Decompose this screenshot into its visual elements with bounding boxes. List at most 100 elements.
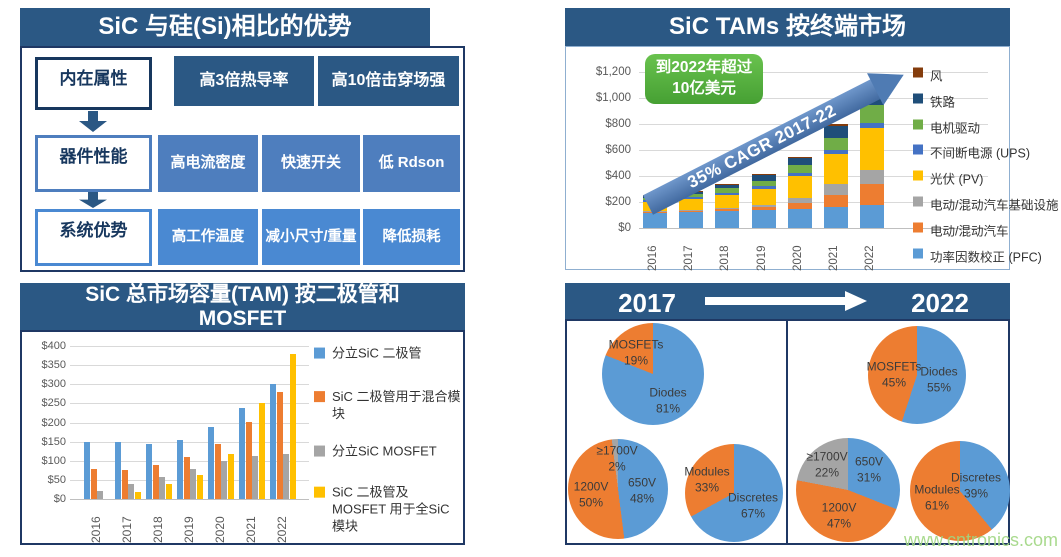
grid-line [639, 72, 988, 73]
bar-segment [715, 194, 740, 209]
bar-segment [787, 172, 812, 176]
pie-package_split-2022 [910, 441, 1010, 541]
advantage-box: 高工作温度 [158, 209, 258, 265]
x-tick-label: 2021 [244, 516, 258, 543]
bar [258, 403, 265, 499]
y-tick-label: $300 [41, 378, 66, 391]
bar [190, 469, 196, 499]
pie-slice-label: Diodes 55% [920, 364, 958, 394]
bar [84, 442, 90, 499]
bar-segment [787, 203, 812, 209]
bar-segment [787, 165, 812, 173]
pie-slice-label: ≥1700V 22% [806, 449, 848, 479]
legend-label: 功率因数校正 (PFC) [930, 250, 1042, 265]
bar-segment [824, 138, 848, 151]
bar-segment [860, 204, 885, 228]
bar [159, 476, 165, 499]
pie-package_split-2017 [685, 444, 783, 542]
legend-item: 分立SiC MOSFET [314, 444, 462, 461]
bar-segment [715, 183, 740, 185]
tam-device-chart: $0 $50 $100 $150 $200 $250 $300 $350 $400 2016 201… [20, 330, 465, 545]
bar-segment [787, 175, 812, 199]
legend-swatch [913, 248, 923, 259]
pie-slice-label: ≥1700V 2% [596, 443, 638, 473]
legend-label: 铁路 [930, 95, 956, 110]
legend-item: 电动/混动汽车基础设施 [913, 195, 1058, 214]
bar-segment [824, 207, 848, 228]
bar-segment [751, 207, 776, 211]
grid-line [70, 441, 309, 443]
bar [270, 384, 276, 499]
bar-segment [824, 153, 848, 184]
grid-line [70, 479, 309, 481]
pie-slice-label: 1200V 47% [821, 500, 857, 530]
legend-swatch [314, 445, 325, 457]
legend-label: 分立SiC 二极管 [332, 345, 422, 361]
bar-segment [679, 211, 704, 228]
x-tick-label: 2019 [755, 245, 768, 271]
bar-segment [751, 188, 776, 206]
y-tick-label: $100 [41, 454, 66, 467]
bar [208, 427, 214, 499]
legend-swatch [913, 144, 923, 155]
y-tick-label: $600 [605, 144, 631, 156]
bar [121, 470, 128, 499]
bar-segment [715, 211, 740, 228]
legend-label: 风 [930, 69, 943, 84]
bar [196, 475, 203, 499]
bar [283, 453, 289, 499]
legend-label: 光伏 (PV) [930, 172, 984, 187]
pie-slice-label: MOSFETs 45% [866, 359, 922, 389]
bar-segment [643, 212, 667, 228]
bar-segment [824, 194, 848, 208]
grid-line [70, 403, 309, 405]
bar-segment [787, 208, 812, 228]
bar-segment [751, 174, 776, 176]
bar-segment [715, 208, 740, 210]
legend-swatch [913, 67, 923, 78]
legend-label: SiC 二极管用于混合模块 [332, 389, 461, 421]
advantages-diagram: 内在属性 高3倍热导率 高10倍击穿场强 器件性能 高电流密度 快速开关低 Rdson 系统… [20, 46, 465, 272]
bar [128, 484, 134, 499]
x-tick-label: 2017 [120, 516, 134, 543]
legend-swatch [913, 196, 923, 207]
legend-swatch [314, 391, 325, 403]
advantages-title-text: SiC 与硅(Si)相比的优势 [98, 12, 352, 40]
bar-segment [679, 209, 704, 211]
tam-device-title-line1: SiC 总市场容量(TAM) 按二极管和 [85, 282, 400, 306]
advantage-box: 高电流密度 [158, 135, 258, 192]
bar-segment [860, 123, 885, 129]
pie-slice-label: Discretes 39% [950, 470, 1002, 500]
y-tick-label: $400 [605, 170, 631, 182]
y-tick-label: $1,200 [595, 66, 631, 78]
x-tick-label: 2019 [182, 516, 196, 543]
right-arrow-shaft-icon [705, 297, 845, 305]
bar-segment [787, 198, 812, 204]
tam-device-panel-title: SiC 总市场容量(TAM) 按二极管和 MOSFET [20, 283, 465, 330]
x-tick-label: 2022 [275, 516, 289, 543]
y-tick-label: $200 [605, 196, 631, 208]
x-tick-label: 2016 [89, 516, 103, 543]
bar [97, 491, 103, 499]
bar [214, 443, 221, 499]
tam-market-title-text: SiC TAMs 按终端市场 [669, 12, 906, 40]
pie-charts-layer: Diodes 81% MOSFETs 19% 650V 48% 1200V 50% ≥1700V… [565, 283, 1010, 545]
grid-line [639, 228, 988, 229]
bar-segment [824, 183, 848, 195]
pie-voltage_split-2017 [568, 439, 668, 539]
pie-slice-label: Modules 61% [914, 482, 960, 512]
bar-segment [787, 156, 812, 159]
bar-segment [751, 175, 776, 181]
bar-segment [751, 210, 776, 228]
pie-device_split-2022 [868, 326, 966, 424]
down-arrow-icon [79, 111, 107, 132]
grid-line [639, 150, 988, 151]
bar [134, 492, 141, 499]
bar [221, 460, 227, 499]
bar-segment [824, 124, 848, 126]
y-tick-label: $350 [41, 359, 66, 372]
category-box-3: 系统优势 [35, 209, 152, 266]
x-tick-label: 2020 [213, 516, 227, 543]
bar-segment [679, 193, 704, 198]
